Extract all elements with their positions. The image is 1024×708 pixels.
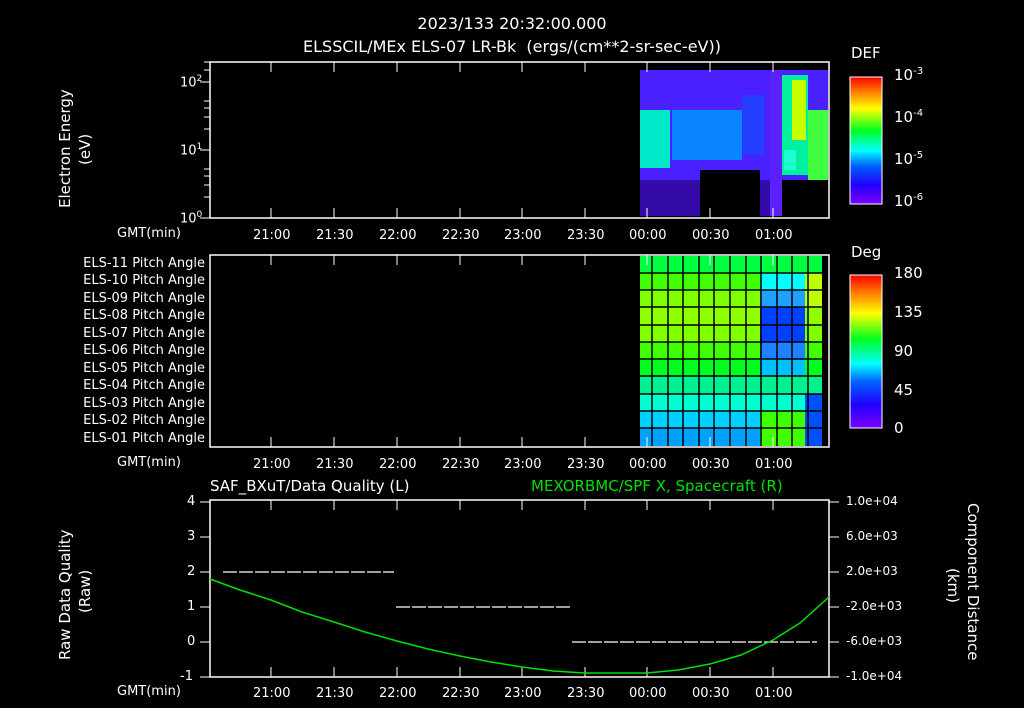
pitch-x-label: GMT(min) xyxy=(117,455,181,470)
row-label: ELS-10 Pitch Angle xyxy=(83,273,205,288)
quality-x-label: GMT(min) xyxy=(117,684,181,699)
quality-y-ticks xyxy=(200,501,839,678)
energy-time-ticks xyxy=(270,62,774,218)
deg-tick-0: 0 xyxy=(894,419,904,437)
energy-axis-label: Electron Energy xyxy=(56,89,74,208)
row-label: ELS-01 Pitch Angle xyxy=(83,431,205,446)
data-quality-series xyxy=(223,571,817,643)
deg-colorbar-label: Deg xyxy=(851,243,882,261)
def-tick-1e-3: 10-3 xyxy=(894,66,924,84)
row-label: ELS-03 Pitch Angle xyxy=(83,396,205,411)
quality-left-axis-label: Raw Data Quality xyxy=(56,529,74,660)
energy-axis-units: (eV) xyxy=(76,133,94,165)
energy-tick-1e2: 102 xyxy=(180,74,203,91)
quality-title-left: SAF_BXuT/Data Quality (L) xyxy=(210,477,410,495)
pitch-time-ticks xyxy=(270,255,774,447)
def-colorbar-label: DEF xyxy=(851,44,881,62)
pitch-grid xyxy=(640,256,822,446)
quality-left-axis-units: (Raw) xyxy=(76,569,94,613)
def-tick-1e-6: 10-6 xyxy=(894,192,924,210)
row-label: ELS-11 Pitch Angle xyxy=(83,256,205,271)
def-tick-1e-4: 10-4 xyxy=(894,108,924,126)
row-label: ELS-06 Pitch Angle xyxy=(83,343,205,358)
row-label: ELS-02 Pitch Angle xyxy=(83,413,205,428)
energy-tick-1e0: 100 xyxy=(180,210,203,227)
row-label: ELS-08 Pitch Angle xyxy=(83,308,205,323)
deg-tick-180: 180 xyxy=(894,264,923,282)
row-label: ELS-09 Pitch Angle xyxy=(83,291,205,306)
deg-colorbar xyxy=(849,274,883,429)
quality-time-ticks xyxy=(270,500,774,677)
spacecraft-x-series xyxy=(209,578,830,674)
def-tick-1e-5: 10-5 xyxy=(894,150,924,168)
deg-tick-45: 45 xyxy=(894,381,914,399)
row-label: ELS-07 Pitch Angle xyxy=(83,326,205,341)
energy-x-label: GMT(min) xyxy=(117,226,181,241)
plot-subtitle: ELSSCIL/MEx ELS-07 LR-Bk (ergs/(cm**2-sr… xyxy=(303,37,721,56)
plot-datetime: 2023/133 20:32:00.000 xyxy=(417,14,607,33)
row-label: ELS-05 Pitch Angle xyxy=(83,361,205,376)
energy-tick-1e1: 101 xyxy=(180,142,203,159)
quality-panel-frame xyxy=(209,499,830,678)
quality-right-axis-label: Component Distance xyxy=(964,503,982,661)
row-label: ELS-04 Pitch Angle xyxy=(83,378,205,393)
quality-right-axis-units: (km) xyxy=(944,568,962,604)
def-colorbar xyxy=(849,76,883,205)
deg-tick-90: 90 xyxy=(894,342,914,360)
quality-title-right: MEXORBMC/SPF X, Spacecraft (R) xyxy=(531,477,783,495)
deg-tick-135: 135 xyxy=(894,303,923,321)
energy-y-ticks xyxy=(200,61,210,219)
